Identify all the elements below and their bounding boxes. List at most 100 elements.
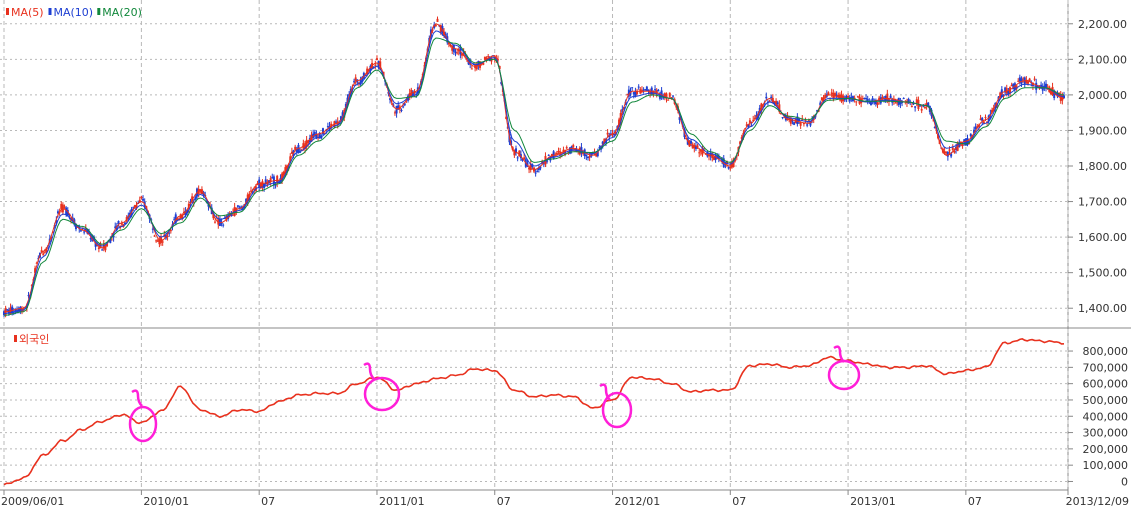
candle-body: [786, 115, 789, 118]
candle-body: [418, 87, 421, 89]
candle-body: [1018, 77, 1021, 82]
hand-drawn-annotations: [128, 345, 861, 443]
candle-body: [773, 101, 776, 105]
candle-body: [547, 154, 550, 156]
candle-body: [290, 151, 293, 154]
candle-body: [160, 236, 163, 243]
candle-body: [1017, 80, 1020, 82]
candle-body: [16, 310, 19, 313]
candle-body: [299, 151, 302, 153]
candle-body: [403, 103, 406, 106]
candle-body: [303, 144, 306, 150]
foreign-y-tick-label: 500,000: [1083, 394, 1129, 407]
candle-body: [461, 53, 464, 56]
candle-body: [634, 91, 637, 97]
candle-body: [847, 95, 850, 98]
candle-body: [516, 157, 519, 159]
candle-body: [925, 102, 928, 107]
candle-body: [919, 105, 922, 107]
candle-body: [402, 106, 405, 108]
candle-body: [408, 93, 411, 97]
candle-body: [853, 97, 856, 100]
candle-body: [1041, 86, 1044, 91]
price-y-tick-label: 2,000.00: [1078, 89, 1127, 102]
candle-body: [902, 97, 905, 99]
candle-body: [294, 146, 297, 150]
annotation-hook: [363, 362, 375, 380]
candle-body: [642, 89, 645, 91]
candle-body: [770, 96, 773, 99]
candle-body: [802, 123, 805, 125]
x-tick-label: 07: [261, 495, 275, 508]
candle-body: [953, 151, 956, 153]
candle-body: [361, 77, 364, 82]
candle-body: [614, 131, 617, 135]
candle-body: [654, 89, 657, 91]
candle-body: [709, 152, 712, 157]
candle-body: [768, 100, 771, 102]
foreign-y-tick-label: 600,000: [1083, 378, 1129, 391]
candle-body: [871, 98, 874, 101]
candle-body: [945, 152, 948, 154]
candle-body: [595, 153, 598, 157]
candle-body: [529, 163, 532, 170]
foreign-y-tick-label: 200,000: [1083, 443, 1129, 456]
candle-body: [833, 93, 836, 97]
candle-body: [696, 145, 699, 147]
candle-body: [876, 102, 879, 105]
candle-body: [45, 247, 48, 253]
candle-body: [845, 95, 848, 100]
x-tick-label: 2013/01: [850, 495, 896, 508]
price-y-tick-label: 1,500.00: [1078, 267, 1127, 280]
candle-body: [672, 95, 675, 97]
candle-body: [1015, 85, 1018, 90]
candle-body: [12, 312, 15, 314]
legend-swatch: [6, 8, 9, 15]
price-y-tick-label: 1,700.00: [1078, 196, 1127, 209]
candle-body: [943, 151, 946, 154]
candle-body: [662, 97, 665, 99]
candle-body: [447, 42, 450, 45]
candle-body: [1033, 78, 1036, 80]
candle-body: [434, 25, 437, 27]
candle-body: [521, 158, 524, 161]
candle-body: [482, 62, 485, 65]
candle-body: [541, 160, 544, 164]
candle-body: [984, 116, 987, 118]
candle-body: [212, 214, 215, 219]
candle-body: [667, 99, 670, 101]
candle-body: [101, 249, 104, 251]
series-line-ma10: [3, 30, 1065, 315]
annotation-hook: [131, 389, 143, 407]
foreign-y-tick-label: 400,000: [1083, 410, 1129, 423]
candle-body: [806, 124, 809, 126]
candle-body: [182, 211, 185, 214]
price-y-tick-label: 1,900.00: [1078, 124, 1127, 137]
candle-body: [649, 90, 652, 95]
candle-body: [573, 148, 576, 151]
candle-body: [665, 93, 668, 99]
candle-body: [820, 97, 823, 100]
candle-body: [465, 57, 468, 60]
candle-body: [35, 262, 38, 264]
candle-body: [663, 93, 666, 98]
candle-body: [55, 220, 58, 223]
candle-body: [729, 166, 732, 169]
foreign-y-tick-label: 800,000: [1083, 345, 1129, 358]
candle-body: [1025, 79, 1028, 83]
annotation-circle: [601, 391, 633, 429]
candle-body: [830, 92, 833, 95]
candle-body: [914, 106, 917, 108]
foreign-y-axis: 0 100,000 200,000 300,000 400,000 500,000 600,…: [1068, 345, 1128, 488]
candle-body: [341, 112, 344, 116]
candle-body: [1012, 83, 1015, 90]
candle-body: [588, 155, 591, 158]
candle-body: [1040, 84, 1043, 89]
candle-body: [793, 122, 796, 125]
candle-body: [395, 105, 398, 114]
candle-body: [753, 117, 756, 119]
candle-body: [691, 145, 694, 149]
candle-body: [335, 121, 338, 123]
candle-body: [235, 207, 238, 214]
candle-body: [920, 109, 923, 111]
